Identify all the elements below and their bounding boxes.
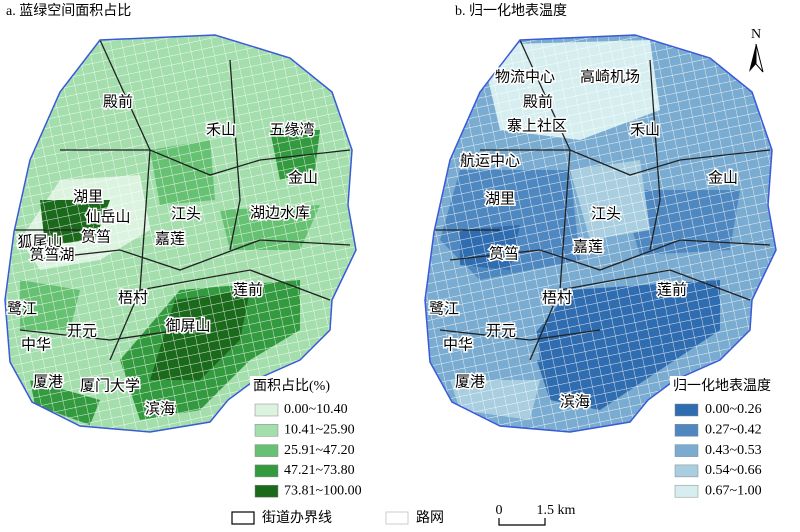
north-arrow: N xyxy=(749,27,764,73)
district-boundary xyxy=(99,39,151,151)
legend-swatch xyxy=(254,484,279,498)
legend-swatch xyxy=(674,403,699,417)
place-label: 殿前 xyxy=(523,93,553,110)
place-label: 禾山 xyxy=(630,121,660,138)
legend-label: 73.81~100.00 xyxy=(284,483,362,498)
place-label: 金山 xyxy=(708,169,738,186)
place-label: 仙岳山 xyxy=(85,208,130,225)
place-label: 厦港 xyxy=(455,373,485,390)
place-label: 鹭江 xyxy=(429,300,459,317)
map-body xyxy=(5,35,356,432)
district-boundary xyxy=(19,329,181,341)
place-label: 禾山 xyxy=(206,121,236,138)
boundary-label: 街道办界线 xyxy=(262,510,332,526)
scale-start: 0 xyxy=(496,503,503,518)
scale-end: 1.5 km xyxy=(537,503,576,518)
place-label: 开元 xyxy=(67,323,97,339)
place-label: 江头 xyxy=(591,205,621,222)
district-boundary xyxy=(480,149,771,176)
district-boundary xyxy=(649,59,661,251)
place-label: 筼筜 xyxy=(489,245,519,262)
place-label: 高崎机场 xyxy=(580,68,640,85)
place-label: 中华 xyxy=(443,336,473,353)
legend-label: 0.54~0.66 xyxy=(705,463,762,478)
district-boundary xyxy=(29,239,351,271)
legend-swatch xyxy=(674,424,699,437)
legend-bg xyxy=(670,376,800,501)
place-label: 筼筜湖 xyxy=(29,246,74,263)
district-boundary xyxy=(519,39,571,151)
coastline xyxy=(4,34,357,433)
place-label: 开元 xyxy=(486,323,516,339)
legend-title: 归一化地表温度 xyxy=(673,377,771,394)
place-label: 莲前 xyxy=(657,281,687,298)
coastline xyxy=(424,34,777,433)
map-panel xyxy=(4,34,357,433)
place-label: 梧村 xyxy=(542,289,572,306)
place-label: 御屏山 xyxy=(165,317,210,334)
panel-title: a. 蓝绿空间面积占比 xyxy=(6,3,131,19)
district-boundary xyxy=(449,239,771,271)
district-boundary xyxy=(60,149,351,176)
legend-bg xyxy=(250,376,400,501)
legend-swatch xyxy=(254,464,279,478)
place-label: 殿前 xyxy=(103,93,133,110)
place-label: 狐尾山 xyxy=(17,233,62,250)
place-label: 嘉莲 xyxy=(155,230,185,247)
legend-label: 0.43~0.53 xyxy=(705,443,762,458)
place-label: 梧村 xyxy=(118,289,148,306)
map-body xyxy=(425,35,776,432)
legend-label: 47.21~73.80 xyxy=(284,463,355,478)
place-label: 江头 xyxy=(171,205,201,222)
place-label: 厦门大学 xyxy=(80,377,140,394)
district-boundary xyxy=(229,59,241,251)
place-label: 湖边水库 xyxy=(250,204,310,221)
panel-title: b. 归一化地表温度 xyxy=(455,2,567,19)
place-label: 物流中心 xyxy=(495,68,555,85)
legend-label: 25.91~47.20 xyxy=(284,443,355,458)
road-label: 路网 xyxy=(416,510,444,526)
legend-swatch xyxy=(674,464,699,478)
place-label: 滨海 xyxy=(560,393,590,410)
legend-title: 面积占比(%) xyxy=(253,378,330,394)
place-label: 莲前 xyxy=(233,281,263,298)
footer-legend: 街道办界线 路网 0 1.5 km xyxy=(231,503,576,526)
place-label: 湖里 xyxy=(73,188,103,205)
place-label: 厦港 xyxy=(33,373,63,390)
legend-swatch xyxy=(254,403,279,417)
legend-label: 10.41~25.90 xyxy=(284,423,355,438)
district-boundary xyxy=(559,269,751,301)
place-label: 五缘湾 xyxy=(269,121,314,138)
place-label: 中华 xyxy=(21,336,51,353)
district-boundary xyxy=(439,329,601,341)
legend-label: 0.67~1.00 xyxy=(705,483,762,498)
place-label: 鹭江 xyxy=(7,300,37,317)
place-label: 航运中心 xyxy=(460,152,520,169)
legend-swatch xyxy=(254,424,279,437)
place-label: 滨海 xyxy=(145,400,175,417)
legend-swatch xyxy=(254,444,279,457)
legend-swatch xyxy=(674,484,699,498)
legend-label: 0.27~0.42 xyxy=(705,423,762,438)
place-label: 筼筜 xyxy=(81,228,111,245)
district-boundary xyxy=(139,269,331,301)
place-label: 金山 xyxy=(288,169,318,186)
place-label: 湖里 xyxy=(485,190,515,207)
legend-label: 0.00~0.26 xyxy=(705,402,762,417)
place-label: 寨上社区 xyxy=(507,116,567,134)
north-label: N xyxy=(751,27,761,42)
legend-label: 0.00~10.40 xyxy=(284,402,348,417)
place-label: 嘉莲 xyxy=(573,238,603,255)
map-panel xyxy=(424,34,777,433)
legend-swatch xyxy=(674,444,699,457)
